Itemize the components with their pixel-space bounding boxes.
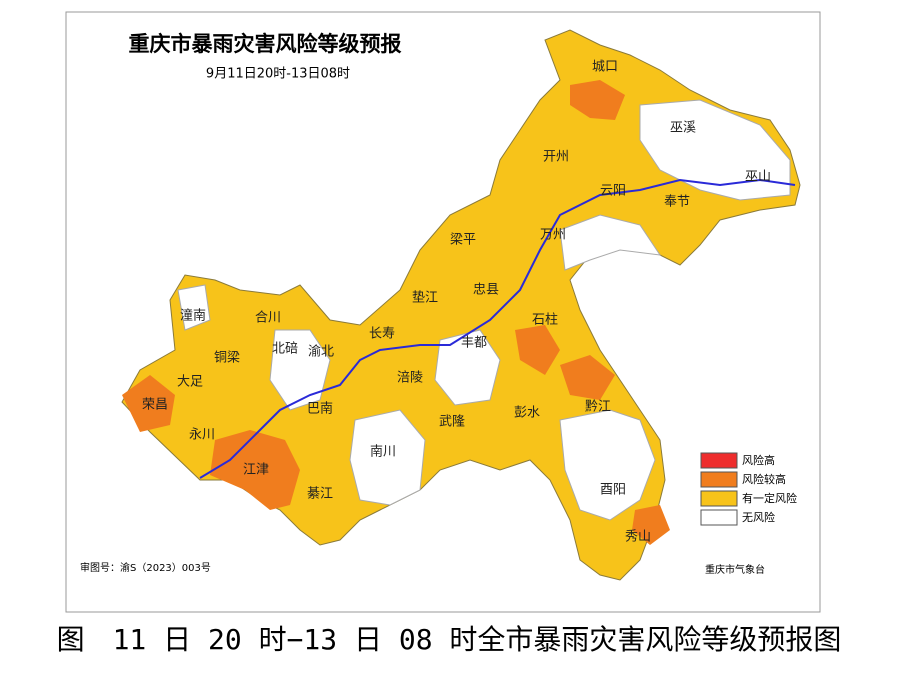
district-label: 荣昌 xyxy=(142,398,168,413)
agency-name: 重庆市气象台 xyxy=(705,563,765,576)
district-label: 云阳 xyxy=(600,184,626,199)
district-label: 南川 xyxy=(370,444,396,460)
legend-label: 风险较高 xyxy=(742,472,786,486)
district-label: 秀山 xyxy=(625,530,651,545)
district-label: 奉节 xyxy=(664,195,690,210)
legend-label: 无风险 xyxy=(742,510,775,524)
district-label: 永川 xyxy=(189,428,215,443)
map-title: 重庆市暴雨灾害风险等级预报 xyxy=(129,32,402,56)
district-label: 巴南 xyxy=(307,401,333,417)
district-label: 垫江 xyxy=(412,290,438,306)
district-label: 梁平 xyxy=(450,233,476,248)
district-label: 大足 xyxy=(177,375,203,390)
district-label: 綦江 xyxy=(307,487,333,502)
map-subtitle: 9月11日20时-13日08时 xyxy=(206,67,350,82)
district-label: 开州 xyxy=(543,150,569,165)
district-label: 合川 xyxy=(255,311,281,326)
district-label: 忠县 xyxy=(473,283,499,298)
district-label: 石柱 xyxy=(532,313,558,328)
legend-swatch xyxy=(700,509,738,526)
district-label: 涪陵 xyxy=(397,371,423,386)
legend-swatch xyxy=(700,490,738,507)
district-label: 巫溪 xyxy=(670,121,696,136)
district-label: 长寿 xyxy=(369,327,395,342)
district-label: 武隆 xyxy=(439,415,465,430)
district-label: 潼南 xyxy=(180,308,206,324)
legend-swatch xyxy=(700,471,738,488)
district-label: 彭水 xyxy=(514,406,540,421)
district-label: 酉阳 xyxy=(600,483,626,498)
approval-number: 审图号：渝S（2023）003号 xyxy=(80,561,211,574)
district-label: 渝北 xyxy=(308,344,334,360)
legend-label: 风险高 xyxy=(742,453,775,467)
district-label: 丰都 xyxy=(461,336,487,351)
figure-caption: 图 11 日 20 时−13 日 08 时全市暴雨灾害风险等级预报图 xyxy=(57,623,842,656)
map-area xyxy=(121,29,801,581)
legend-label: 有一定风险 xyxy=(742,491,797,505)
district-label: 铜梁 xyxy=(214,351,240,366)
district-label: 黔江 xyxy=(585,400,611,415)
district-label: 万州 xyxy=(540,228,566,243)
district-label: 北碚 xyxy=(272,342,298,357)
district-label: 城口 xyxy=(592,60,618,75)
legend-swatch xyxy=(700,452,738,469)
district-label: 江津 xyxy=(243,463,269,478)
district-label: 巫山 xyxy=(745,170,771,185)
